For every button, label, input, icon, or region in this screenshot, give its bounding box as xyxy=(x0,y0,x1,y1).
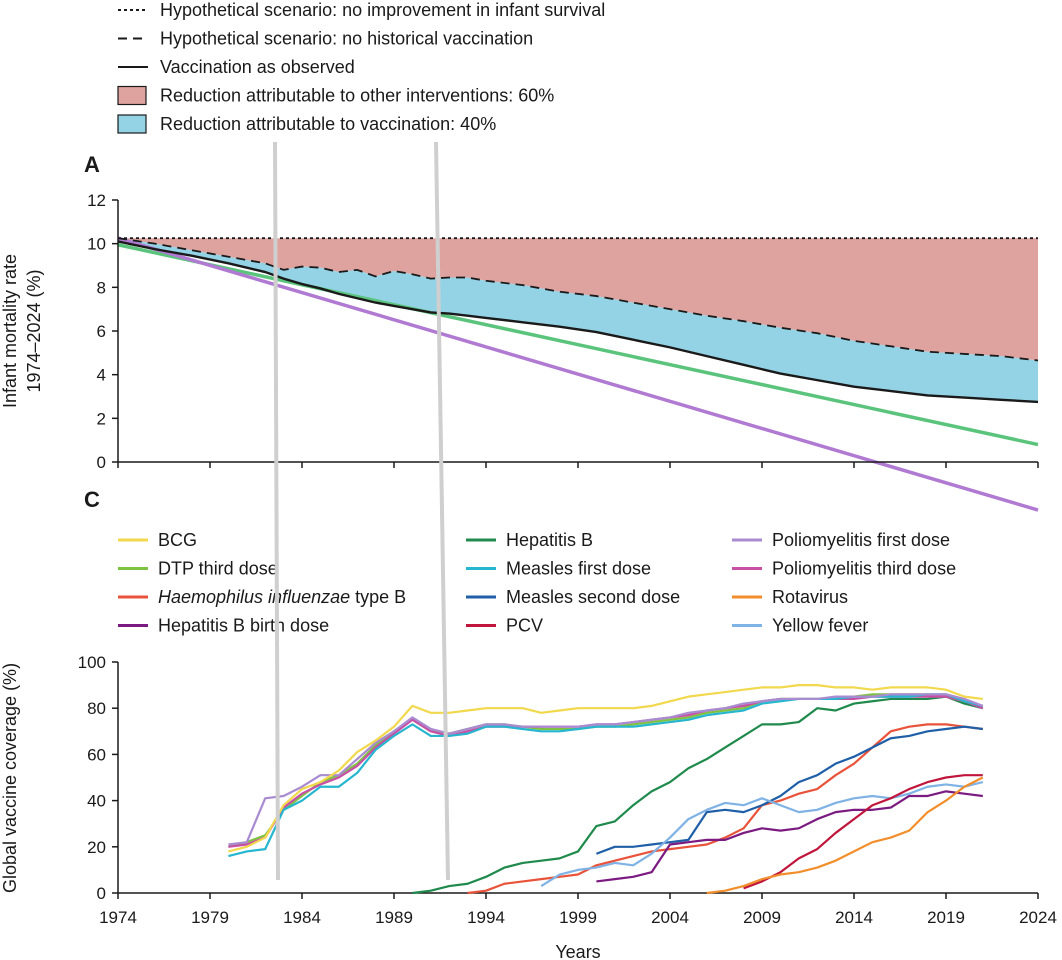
y-tick-label: 80 xyxy=(87,699,106,718)
x-tick-label: 2014 xyxy=(835,908,873,927)
y-tick-label: 0 xyxy=(97,453,106,472)
x-tick-label: 2009 xyxy=(743,908,781,927)
vaccine-legend-item: Hepatitis B xyxy=(466,530,593,550)
panel-c-label: C xyxy=(84,487,100,512)
legend-label: PCV xyxy=(506,616,543,636)
x-tick-label: 1994 xyxy=(467,908,505,927)
legend-label: Yellow fever xyxy=(772,616,868,636)
coverage-lines xyxy=(228,683,984,895)
y-tick-label: 8 xyxy=(97,278,106,297)
top-legend: Hypothetical scenario: no improvement in… xyxy=(117,0,605,134)
series-line-measles-second-dose xyxy=(596,725,983,855)
legend-label: Reduction attributable to vaccination: 4… xyxy=(160,114,496,134)
series-line-yellow-fever xyxy=(540,781,984,888)
no-vaccination-line xyxy=(117,237,1039,362)
vaccine-legend-item: PCV xyxy=(466,616,543,636)
x-tick-label: 1989 xyxy=(375,908,413,927)
y-tick-label: 60 xyxy=(87,745,106,764)
y-tick-label: 0 xyxy=(97,884,106,903)
legend-label: BCG xyxy=(158,530,197,550)
vaccine-legend: BCG DTP third dose Haemophilus influenzae … xyxy=(118,530,956,636)
series-line-hepatitis-b xyxy=(412,695,984,895)
y-tick-label: 10 xyxy=(87,235,106,254)
legend-swatch xyxy=(117,114,147,134)
series-line-poliomyelitis-first-dose xyxy=(228,693,984,846)
panel-a-axes: 0 2 4 6 8 10 12 xyxy=(87,191,1039,472)
panel-a-ylabel-line2: 1974–2024 (%) xyxy=(24,269,44,392)
panel-a-ylabel-line1: Infant mortality rate xyxy=(0,254,20,408)
x-tick-label: 1984 xyxy=(283,908,321,927)
series-line-pcv xyxy=(743,774,983,890)
panel-a-chart: 0 2 4 6 8 10 12 Infant mortality rate 1974–202… xyxy=(0,191,1039,512)
area-lines xyxy=(117,236,1039,512)
y-tick-label: 20 xyxy=(87,838,106,857)
vaccine-legend-item: BCG xyxy=(118,530,197,550)
vaccine-legend-item: Measles second dose xyxy=(466,587,680,607)
series-line-hepatitis-b-birth-dose xyxy=(596,790,983,883)
legend-label: Rotavirus xyxy=(772,587,848,607)
legend-label: Poliomyelitis third dose xyxy=(772,559,956,579)
other-interventions-area xyxy=(118,238,1038,361)
x-tick-label: 2024 xyxy=(1019,908,1057,927)
overlay-line-2 xyxy=(434,141,450,881)
annotation-overlay xyxy=(273,141,450,881)
top-legend-item: Hypothetical scenario: no historical vac… xyxy=(118,29,533,49)
series-line-bcg xyxy=(228,683,983,853)
panel-c-chart: 0 20 40 60 80 100 1974 1979 1984 1989 1994 1999 2004… xyxy=(0,653,1057,960)
legend-label: Hepatitis B xyxy=(506,530,593,550)
x-tick-label: 2004 xyxy=(651,908,689,927)
y-tick-label: 6 xyxy=(97,322,106,341)
panel-c-xlabel: Years xyxy=(555,942,600,960)
vaccine-legend-item: Measles first dose xyxy=(466,559,651,579)
overlay-line-1 xyxy=(273,141,280,881)
legend-label: Hypothetical scenario: no improvement in… xyxy=(160,0,605,20)
x-tick-label: 1979 xyxy=(191,908,229,927)
area-fills xyxy=(118,238,1038,402)
legend-label: Poliomyelitis first dose xyxy=(772,530,950,550)
green-trend-line xyxy=(117,243,1039,447)
legend-label: Vaccination as observed xyxy=(160,57,355,77)
y-tick-label: 2 xyxy=(97,409,106,428)
panel-c-ylabel: Global vaccine coverage (%) xyxy=(0,663,20,893)
y-tick-label: 12 xyxy=(87,191,106,210)
y-tick-label: 40 xyxy=(87,792,106,811)
top-legend-item: Reduction attributable to vaccination: 4… xyxy=(117,114,496,134)
legend-label: Reduction attributable to other interven… xyxy=(160,86,554,106)
vaccine-legend-item: Rotavirus xyxy=(732,587,848,607)
legend-swatch xyxy=(117,85,147,106)
vaccine-legend-item: DTP third dose xyxy=(118,559,278,579)
series-line-rotavirus xyxy=(706,776,984,895)
legend-label: Haemophilus influenzae type B xyxy=(158,587,406,607)
purple-trend-line xyxy=(117,236,1039,512)
vaccine-legend-item: Poliomyelitis third dose xyxy=(732,559,956,579)
top-legend-item: Reduction attributable to other interven… xyxy=(117,85,554,106)
y-tick-label: 100 xyxy=(78,653,106,672)
vaccine-legend-item: Yellow fever xyxy=(732,616,868,636)
series-line-haemophilus-influenzae-type-b xyxy=(467,723,983,895)
top-legend-item: Vaccination as observed xyxy=(118,57,355,77)
x-tick-label: 1999 xyxy=(559,908,597,927)
x-tick-label: 2019 xyxy=(927,908,965,927)
panel-c-axes: 0 20 40 60 80 100 1974 1979 1984 1989 1994 1999 2004… xyxy=(78,653,1057,927)
legend-label: Measles second dose xyxy=(506,587,680,607)
y-tick-label: 4 xyxy=(97,366,106,385)
legend-label: Hypothetical scenario: no historical vac… xyxy=(160,29,533,49)
vaccination-area xyxy=(118,238,1038,402)
legend-label: Measles first dose xyxy=(506,559,651,579)
vaccine-legend-item: Haemophilus influenzae type B xyxy=(118,587,406,607)
vaccine-legend-item: Poliomyelitis first dose xyxy=(732,530,950,550)
x-tick-label: 1974 xyxy=(99,908,137,927)
vaccine-legend-item: Hepatitis B birth dose xyxy=(118,616,329,636)
observed-line xyxy=(117,240,1039,404)
panel-a-label: A xyxy=(84,152,100,177)
top-legend-item: Hypothetical scenario: no improvement in… xyxy=(118,0,605,20)
legend-label: DTP third dose xyxy=(158,559,278,579)
legend-label: Hepatitis B birth dose xyxy=(158,616,329,636)
